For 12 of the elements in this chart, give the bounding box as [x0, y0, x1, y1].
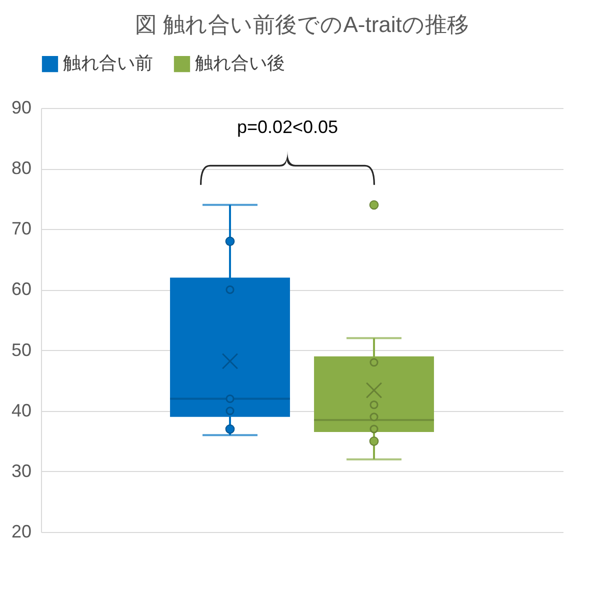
- legend-label: 触れ合い後: [195, 53, 285, 73]
- y-tick-label: 30: [11, 460, 32, 481]
- y-tick-label: 60: [11, 279, 32, 300]
- legend-label: 触れ合い前: [63, 53, 153, 73]
- chart-title: 図 触れ合い前後でのA-traitの推移: [135, 12, 469, 37]
- y-tick-label: 70: [11, 218, 32, 239]
- y-tick-label: 40: [11, 400, 32, 420]
- annotation: p=0.02<0.05: [236, 116, 340, 138]
- y-tick-label: 90: [11, 98, 32, 118]
- y-tick-label: 50: [11, 340, 32, 360]
- y-tick-label: 20: [11, 522, 32, 542]
- y-tick-label: 80: [11, 158, 32, 178]
